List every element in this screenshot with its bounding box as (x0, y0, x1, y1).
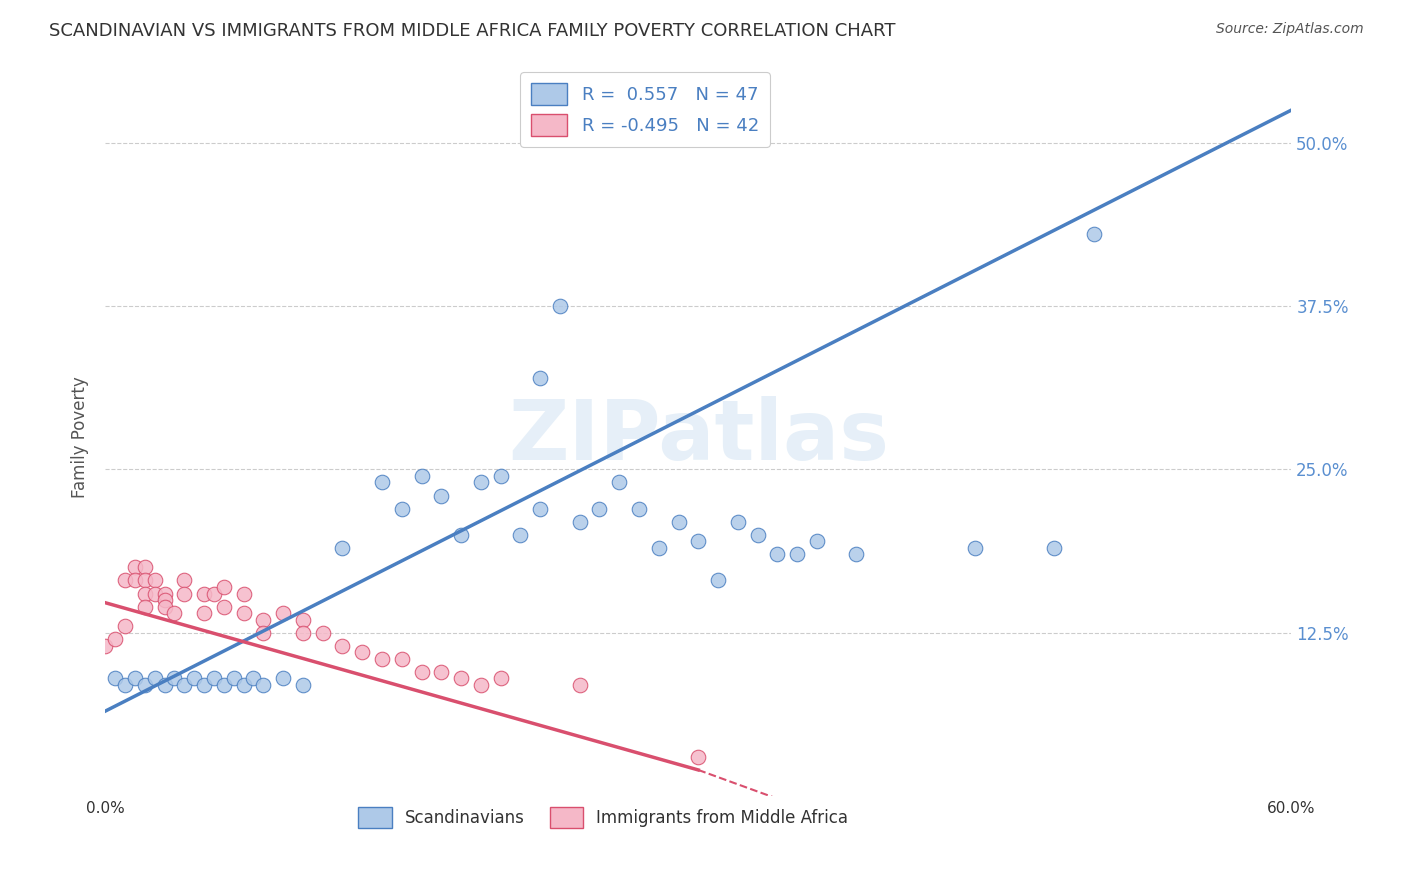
Point (134, 586, 156, 600)
Point (588, 501, 610, 516)
Point (193, 678, 215, 692)
Point (371, 475, 394, 490)
Y-axis label: Family Poverty: Family Poverty (72, 376, 89, 498)
Point (786, 547, 808, 561)
Point (173, 586, 195, 600)
Point (291, 678, 314, 692)
Point (391, 652, 413, 666)
Point (114, 619, 136, 633)
Point (332, 541, 354, 555)
Point (291, 625, 314, 640)
Point (183, 672, 205, 686)
Point (371, 652, 394, 666)
Point (153, 586, 176, 600)
Point (291, 613, 314, 627)
Point (430, 665, 453, 679)
Point (94, 639, 117, 653)
Point (124, 672, 146, 686)
Point (568, 678, 591, 692)
Text: SCANDINAVIAN VS IMMIGRANTS FROM MIDDLE AFRICA FAMILY POVERTY CORRELATION CHART: SCANDINAVIAN VS IMMIGRANTS FROM MIDDLE A… (49, 22, 896, 40)
Legend: Scandinavians, Immigrants from Middle Africa: Scandinavians, Immigrants from Middle Af… (352, 801, 855, 835)
Point (1083, 227, 1105, 242)
Point (252, 625, 274, 640)
Point (163, 606, 186, 620)
Point (134, 560, 156, 574)
Point (104, 632, 127, 647)
Point (153, 678, 176, 692)
Point (212, 599, 235, 614)
Point (668, 515, 690, 529)
Point (114, 574, 136, 588)
Point (114, 678, 136, 692)
Point (470, 678, 492, 692)
Point (222, 672, 245, 686)
Point (104, 672, 127, 686)
Point (242, 672, 264, 686)
Point (143, 574, 166, 588)
Point (529, 371, 551, 385)
Point (134, 678, 156, 692)
Point (963, 541, 986, 555)
Point (332, 639, 354, 653)
Point (411, 665, 433, 679)
Point (470, 475, 492, 490)
Point (509, 528, 531, 542)
Point (143, 586, 166, 600)
Point (202, 672, 225, 686)
Point (806, 534, 828, 549)
Point (1043, 541, 1066, 555)
Point (450, 528, 472, 542)
Point (153, 593, 176, 607)
Point (845, 547, 868, 561)
Point (430, 489, 453, 503)
Point (391, 501, 413, 516)
Point (688, 534, 710, 549)
Point (124, 574, 146, 588)
Point (489, 469, 512, 483)
Point (529, 501, 551, 516)
Point (489, 672, 512, 686)
Point (252, 678, 274, 692)
Point (627, 501, 650, 516)
Point (153, 599, 176, 614)
Point (134, 574, 156, 588)
Point (143, 672, 166, 686)
Point (252, 613, 274, 627)
Point (202, 586, 225, 600)
Point (232, 606, 254, 620)
Point (450, 672, 472, 686)
Point (124, 560, 146, 574)
Point (163, 672, 186, 686)
Point (747, 528, 769, 542)
Point (707, 574, 730, 588)
Point (568, 515, 591, 529)
Point (727, 515, 749, 529)
Point (311, 625, 333, 640)
Point (411, 469, 433, 483)
Point (232, 678, 254, 692)
Point (173, 574, 195, 588)
Text: Source: ZipAtlas.com: Source: ZipAtlas.com (1216, 22, 1364, 37)
Point (232, 586, 254, 600)
Point (173, 678, 195, 692)
Point (193, 606, 215, 620)
Point (352, 645, 374, 659)
Point (548, 299, 571, 313)
Point (212, 580, 235, 594)
Point (607, 475, 630, 490)
Text: ZIPatlas: ZIPatlas (508, 396, 889, 477)
Point (212, 678, 235, 692)
Point (688, 750, 710, 764)
Point (193, 586, 215, 600)
Point (648, 541, 671, 555)
Point (271, 672, 294, 686)
Point (271, 606, 294, 620)
Point (766, 547, 789, 561)
Point (134, 599, 156, 614)
